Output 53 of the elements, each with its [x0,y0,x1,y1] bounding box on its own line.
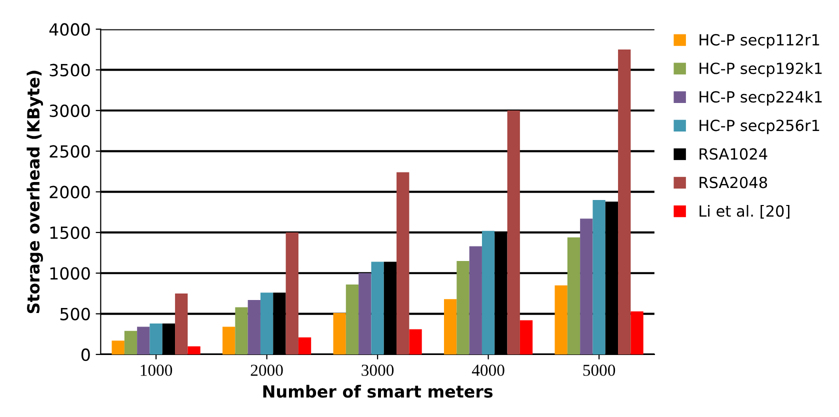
bar [396,172,410,354]
y-tick-label: 1000 [50,267,90,280]
bar [346,284,359,354]
bar [469,246,482,354]
bar [580,218,593,354]
x-tick-label: 2000 [250,364,283,376]
y-tick-label: 0 [81,348,90,362]
bar [112,340,124,354]
bar [592,200,606,354]
y-tick-label: 2000 [50,186,90,198]
legend-label: HC-P secp112r1 [700,34,820,49]
bar [248,300,260,354]
bar [175,293,188,354]
y-tick-label: 500 [60,308,90,320]
x-axis-title: Number of smart meters [263,384,493,398]
legend-label: HC-P secp256r1 [700,120,820,134]
y-tick-label: 4000 [49,23,90,36]
bar [444,299,457,354]
y-tick-label: 3000 [50,104,90,118]
bar [188,346,200,354]
bar [409,329,422,354]
y-tick-label: 3500 [50,64,90,76]
y-axis-title: Storage overhead (KByte) [26,70,43,314]
y-tick-label: 1500 [50,226,90,240]
bar [260,292,274,354]
bar [507,110,520,354]
bar [286,232,298,354]
y-tick-label: 2500 [50,145,90,158]
bar [298,337,312,354]
bar [150,324,162,354]
x-tick-label: 4000 [472,364,504,376]
bar [554,285,568,354]
bar [137,326,150,354]
legend-label: RSA2048 [700,176,768,188]
bar [456,260,470,354]
x-tick-label: 1000 [140,364,172,376]
bar [333,312,346,354]
bar [124,330,138,354]
legend-label: HC-P secp224k1 [700,90,822,106]
bar [235,307,248,354]
bar [358,273,372,354]
bar [482,230,495,354]
bar [222,326,236,354]
bar [630,311,644,354]
bar [520,320,533,354]
bar [567,237,580,354]
bar [618,50,631,354]
legend-label: RSA1024 [700,148,768,160]
x-tick-label: 5000 [583,364,616,376]
legend-label: Li et al. [20] [700,204,790,219]
x-tick-label: 3000 [362,364,394,376]
bar [371,262,384,354]
legend-label: HC-P secp192k1 [700,62,822,78]
